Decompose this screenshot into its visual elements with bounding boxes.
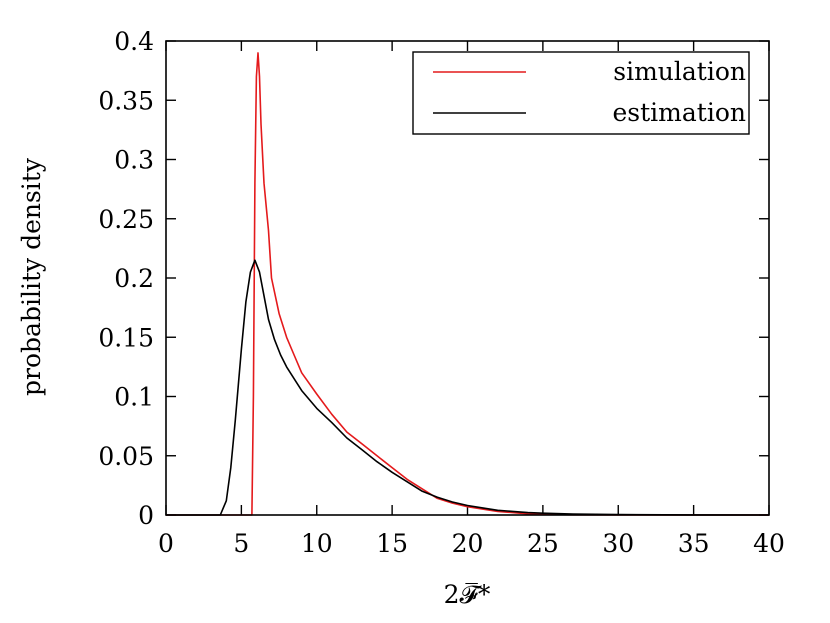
x-tick-label: 25 — [527, 529, 559, 558]
series-line-simulation — [166, 52, 769, 516]
series-layer — [166, 52, 770, 516]
y-tick-label: 0.25 — [98, 205, 154, 234]
legend: simulation estimation — [412, 51, 750, 135]
y-tick-label: 0.3 — [114, 146, 154, 175]
y-tick-label: 0.4 — [114, 27, 154, 56]
legend-label-simulation: simulation — [613, 57, 746, 86]
tick-labels: 0 5 10 15 20 25 30 35 40 0 0.05 0.1 0.15 0.2 0.25 0.3 0.… — [98, 27, 785, 558]
x-tick-label: 35 — [678, 529, 710, 558]
legend-box — [412, 51, 750, 135]
y-tick-label: 0.15 — [98, 323, 154, 352]
x-tick-label: 40 — [753, 529, 785, 558]
x-tick-label: 0 — [158, 529, 174, 558]
y-axis-title: probability density — [17, 157, 46, 396]
y-tick-label: 0.1 — [114, 383, 154, 412]
x-tick-label: 20 — [452, 529, 484, 558]
x-tick-label: 15 — [376, 529, 408, 558]
y-tick-label: 0 — [138, 501, 154, 530]
y-tick-label: 0.05 — [98, 442, 154, 471]
series-line-estimation — [166, 259, 770, 516]
y-tick-label: 0.2 — [114, 264, 154, 293]
x-tick-label: 30 — [602, 529, 634, 558]
x-tick-label: 10 — [301, 529, 333, 558]
legend-label-estimation: estimation — [613, 98, 746, 127]
x-tick-label: 5 — [233, 529, 249, 558]
plot-frame — [165, 40, 770, 516]
y-tick-label: 0.35 — [98, 86, 154, 115]
x-axis-title: 2𝓕̅* — [444, 580, 491, 609]
